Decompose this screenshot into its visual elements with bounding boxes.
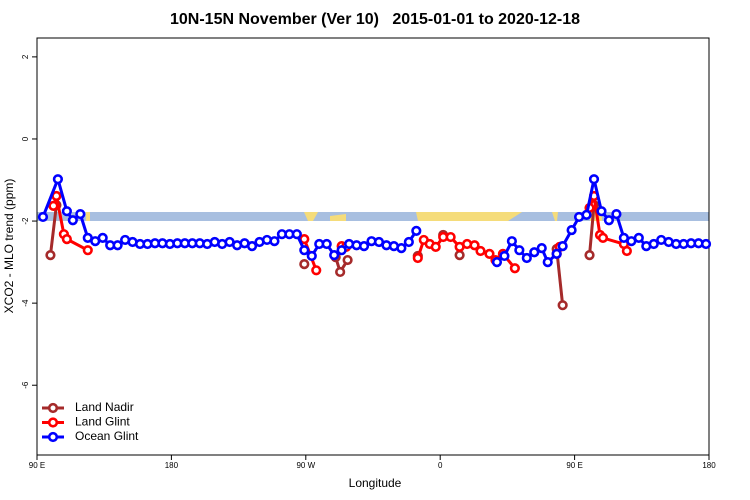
x-tick-label: 180 <box>165 461 179 470</box>
y-tick-label: 0 <box>21 136 30 141</box>
x-tick-label: 90 W <box>296 461 315 470</box>
data-point <box>475 245 486 257</box>
data-point <box>52 174 64 185</box>
land-patch <box>304 212 318 221</box>
x-tick-label: 0 <box>438 461 443 470</box>
legend-label: Land Glint <box>75 415 130 429</box>
y-axis-label: XCO2 - MLO trend (ppm) <box>2 179 16 314</box>
data-point <box>75 208 86 220</box>
data-point <box>509 263 520 274</box>
data-point <box>551 248 562 259</box>
data-point <box>321 238 332 250</box>
data-point <box>557 240 568 252</box>
data-point <box>311 265 322 276</box>
data-point <box>621 245 632 257</box>
data-point <box>529 247 540 258</box>
y-tick-label: -4 <box>21 299 30 307</box>
data-point <box>648 238 659 250</box>
data-point <box>269 236 280 247</box>
legend-marker <box>47 402 59 414</box>
data-point <box>584 250 595 261</box>
land-patch <box>552 212 558 221</box>
data-point <box>291 229 302 240</box>
data-point <box>358 240 370 252</box>
x-tick-label: 180 <box>702 461 716 470</box>
data-point <box>396 243 407 254</box>
data-point <box>597 232 609 243</box>
data-point <box>97 232 108 243</box>
data-point <box>588 174 600 185</box>
x-tick-label: 90 E <box>29 461 45 470</box>
data-point <box>403 236 414 248</box>
data-point <box>542 256 553 268</box>
data-point <box>521 252 532 264</box>
data-point <box>306 250 317 262</box>
data-point <box>112 240 123 251</box>
data-point <box>45 250 56 261</box>
data-point <box>633 232 644 243</box>
data-point <box>499 250 510 262</box>
data-point <box>445 231 456 243</box>
y-tick-label: -2 <box>21 217 30 225</box>
data-point <box>491 256 503 268</box>
data-point <box>336 245 347 256</box>
chart-title: 10N-15N November (Ver 10) 2015-01-01 to … <box>170 11 580 28</box>
data-point <box>469 240 480 251</box>
data-point <box>700 238 712 250</box>
data-point <box>335 266 346 278</box>
data-point <box>454 250 465 261</box>
data-point <box>342 254 353 266</box>
data-point <box>61 206 72 217</box>
data-point <box>603 215 615 226</box>
x-tick-label: 90 E <box>566 461 582 470</box>
data-point <box>412 252 423 264</box>
x-axis-label: Longitude <box>349 476 402 490</box>
y-tick-label: 2 <box>21 54 30 59</box>
legend-label: Land Nadir <box>75 400 134 414</box>
land-patch <box>416 212 522 221</box>
data-point <box>67 215 78 226</box>
data-point <box>246 240 258 252</box>
data-point <box>329 250 340 261</box>
data-point <box>411 225 422 237</box>
legend-label: Ocean Glint <box>75 429 139 443</box>
data-point <box>536 243 547 254</box>
data-point <box>566 224 577 236</box>
y-tick-label: -6 <box>21 381 30 389</box>
legend-marker <box>47 417 59 428</box>
data-point <box>596 206 607 217</box>
data-point <box>484 248 495 259</box>
data-point <box>299 245 310 256</box>
data-point <box>299 259 310 270</box>
land-mask-strip <box>37 212 709 221</box>
data-point <box>61 234 72 245</box>
ocean-strip <box>37 212 709 221</box>
data-point <box>581 209 592 220</box>
data-point <box>82 245 93 256</box>
land-patch <box>86 212 90 221</box>
data-point <box>611 208 622 220</box>
data-point <box>506 236 517 247</box>
data-point <box>48 200 59 211</box>
data-point <box>37 211 49 223</box>
data-point <box>430 241 441 253</box>
data-point <box>557 300 568 311</box>
legend-marker <box>47 431 59 443</box>
land-patch <box>330 214 346 221</box>
data-point <box>514 245 525 256</box>
